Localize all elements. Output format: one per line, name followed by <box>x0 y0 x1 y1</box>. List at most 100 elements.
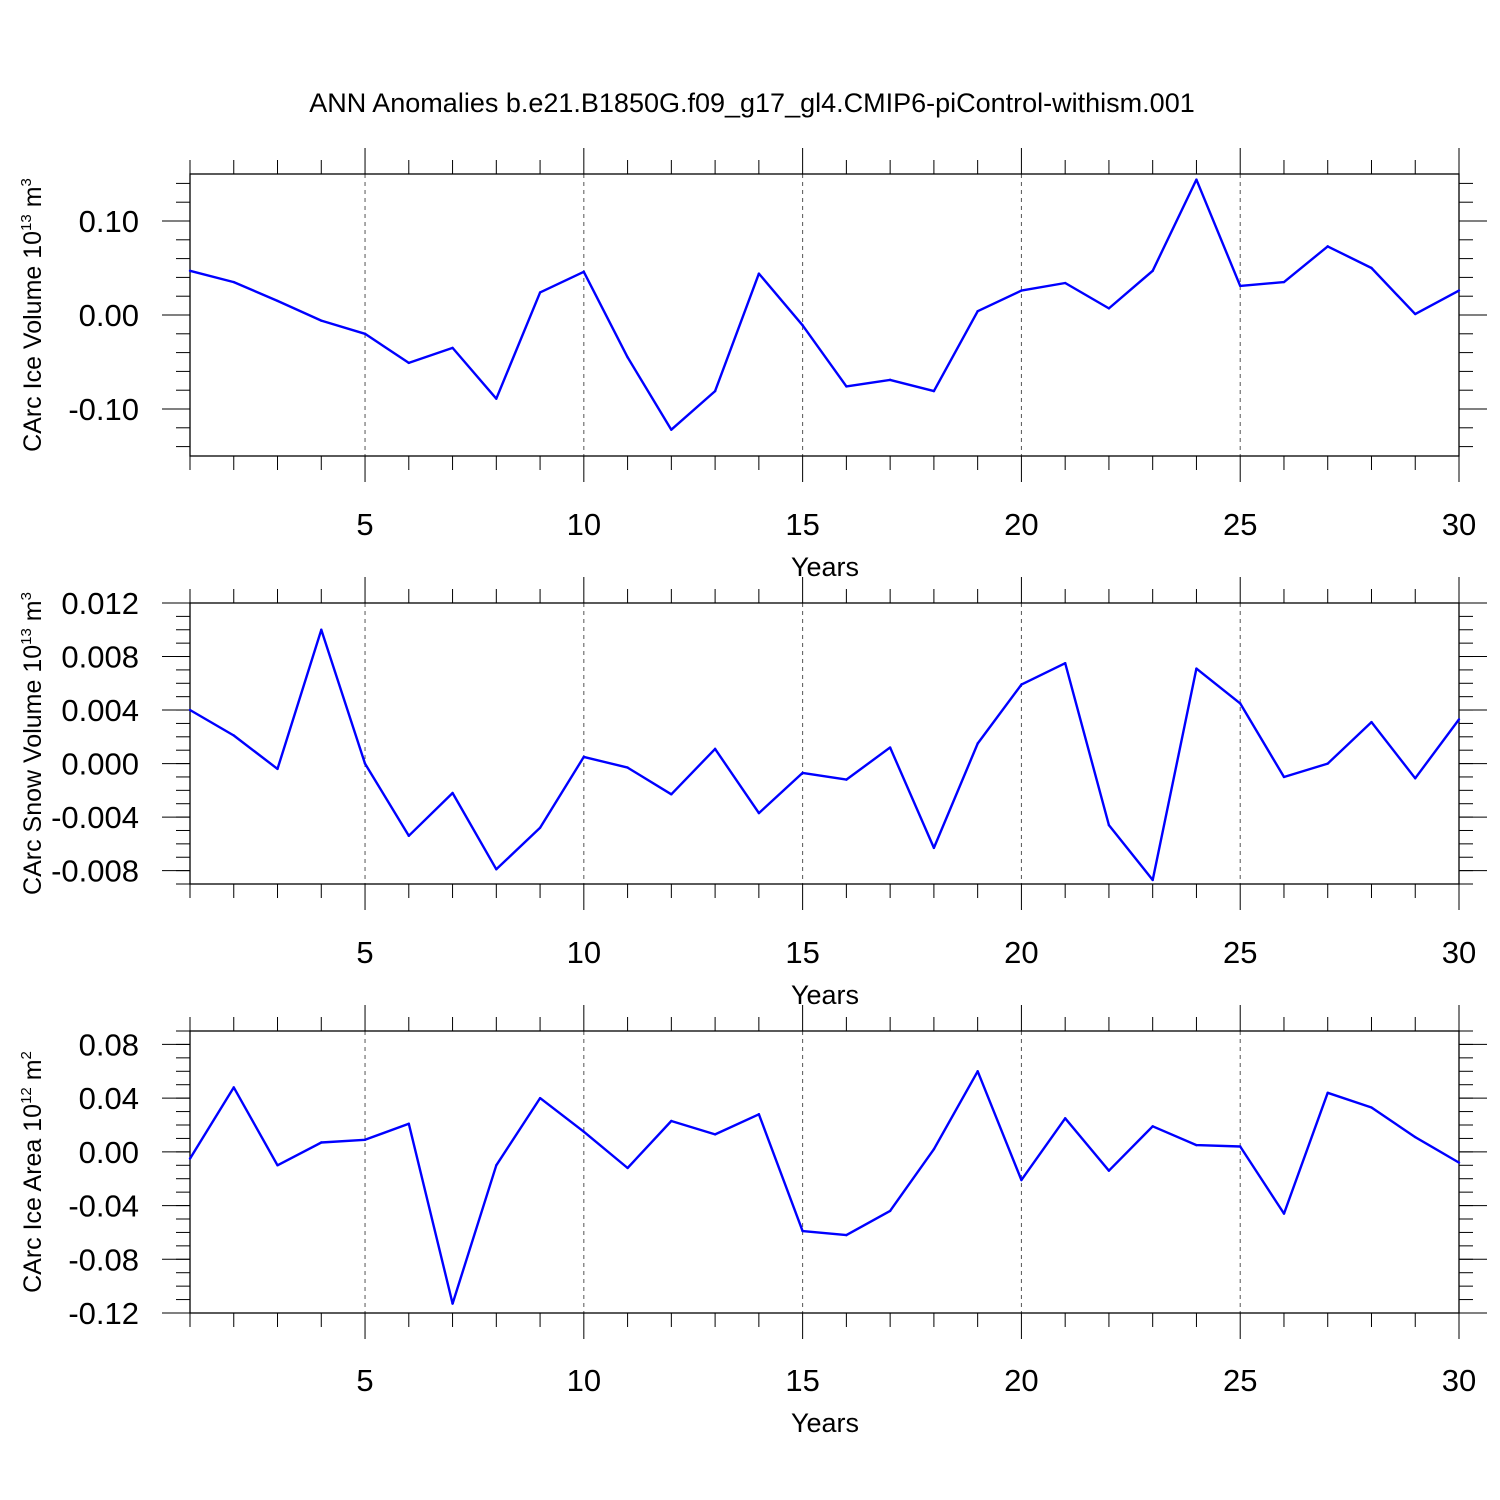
chart-panel-3: -0.12 -0.08 -0.04 0.00 0.04 0.08 5 10 15 20 25 30 Ye… <box>18 1005 1487 1438</box>
data-point <box>1326 1091 1329 1094</box>
data-point <box>320 1141 323 1144</box>
data-point <box>232 1086 235 1089</box>
data-point <box>1239 702 1242 705</box>
data-point <box>538 1096 542 1100</box>
x-tick-label: 25 <box>1223 935 1257 970</box>
data-point <box>276 299 279 303</box>
data-point <box>1151 878 1154 882</box>
data-point <box>845 385 848 388</box>
data-point <box>626 766 629 769</box>
x-axis-label: Years <box>791 1408 859 1438</box>
chart-panel-1: -0.10 0.00 0.10 5 10 15 20 25 30 Years CArc Ice Vo… <box>18 148 1487 582</box>
data-point <box>363 332 367 335</box>
chart-panel-2: -0.008 -0.004 0.000 0.004 0.008 0.012 5 10 15 20 2… <box>18 577 1487 1010</box>
x-tick-label: 5 <box>356 935 373 970</box>
y-tick-label: 0.00 <box>79 298 139 333</box>
data-point <box>888 1209 892 1213</box>
y-axis-label-exponent: 13 <box>18 628 35 645</box>
data-point <box>976 310 979 313</box>
series-line <box>189 628 1460 882</box>
data-point <box>1457 1161 1461 1164</box>
data-point <box>888 746 892 749</box>
data-point <box>845 778 848 781</box>
x-tick-label: 25 <box>1223 1363 1257 1398</box>
data-point <box>1414 312 1417 316</box>
y-tick-label: -0.08 <box>68 1242 139 1277</box>
data-point <box>1282 1212 1286 1215</box>
chart-title: ANN Anomalies b.e21.B1850G.f09_g17_gl4.C… <box>309 88 1194 118</box>
y-axis-label-exponent: 2 <box>18 1051 35 1059</box>
data-point <box>888 378 892 382</box>
data-point <box>1414 777 1417 780</box>
data-point <box>363 762 367 765</box>
data-point <box>670 1119 673 1123</box>
y-axis-label: CArc Ice Area 1012 m2 <box>18 1051 47 1293</box>
data-point <box>1326 762 1329 765</box>
data-point <box>670 428 673 431</box>
y-tick-label: 0.012 <box>61 586 139 621</box>
x-tick-label: 10 <box>567 1363 601 1398</box>
series-line <box>189 178 1460 431</box>
data-point <box>538 826 542 829</box>
data-point <box>1195 1143 1198 1147</box>
y-axis-label-exponent: 3 <box>18 178 35 186</box>
x-tick-label: 10 <box>567 507 601 542</box>
data-point <box>188 269 192 273</box>
data-point <box>1107 823 1111 827</box>
data-point <box>1457 718 1461 721</box>
y-axis-label-text: CArc Ice Area 10 <box>19 1104 47 1293</box>
y-axis-label-text: m <box>19 600 47 628</box>
data-point <box>451 346 454 350</box>
data-point <box>1020 683 1023 686</box>
y-axis-label: CArc Snow Volume 1013 m3 <box>18 592 47 895</box>
data-point <box>932 1147 936 1151</box>
data-point <box>1457 289 1461 292</box>
plot-frame <box>189 1030 1460 1314</box>
data-point <box>1063 662 1067 665</box>
data-point <box>495 868 498 871</box>
x-tick-label: 20 <box>1004 507 1038 542</box>
data-point <box>1370 266 1373 270</box>
x-tick-label: 15 <box>785 935 819 970</box>
data-point <box>451 791 454 795</box>
data-point <box>1239 1145 1242 1148</box>
data-point <box>363 1138 367 1141</box>
data-point <box>1282 775 1286 779</box>
data-point <box>582 755 586 759</box>
data-point <box>1239 284 1242 288</box>
data-point <box>188 708 192 712</box>
x-tick-label: 30 <box>1442 507 1476 542</box>
x-tick-label: 5 <box>356 507 373 542</box>
data-point <box>320 319 323 322</box>
x-tick-label: 30 <box>1442 1363 1476 1398</box>
data-point <box>845 1233 848 1237</box>
y-tick-label: -0.10 <box>68 392 139 427</box>
x-tick-label: 5 <box>356 1363 373 1398</box>
data-point <box>932 389 936 393</box>
data-point <box>932 846 936 850</box>
data-point <box>1195 667 1198 670</box>
data-point <box>451 1302 454 1305</box>
y-axis-label-text: CArc Snow Volume 10 <box>19 645 47 895</box>
data-point <box>1151 269 1154 273</box>
y-tick-label: 0.10 <box>79 204 139 239</box>
data-point <box>407 361 410 365</box>
data-point <box>1020 1178 1023 1182</box>
data-point <box>1063 281 1067 285</box>
y-axis-label-text: m <box>19 186 47 214</box>
data-point <box>713 747 717 751</box>
data-point <box>757 272 761 275</box>
data-point <box>801 324 804 327</box>
y-tick-label: 0.04 <box>79 1081 139 1116</box>
x-tick-label: 25 <box>1223 507 1257 542</box>
data-point <box>626 356 629 359</box>
data-point <box>582 270 586 273</box>
data-point <box>801 1229 804 1233</box>
data-point <box>538 291 542 294</box>
y-axis-label: CArc Ice Volume 1013 m3 <box>18 178 47 452</box>
y-axis-label-exponent: 13 <box>18 214 35 231</box>
data-point <box>713 389 717 393</box>
y-axis-label-exponent: 3 <box>18 592 35 600</box>
